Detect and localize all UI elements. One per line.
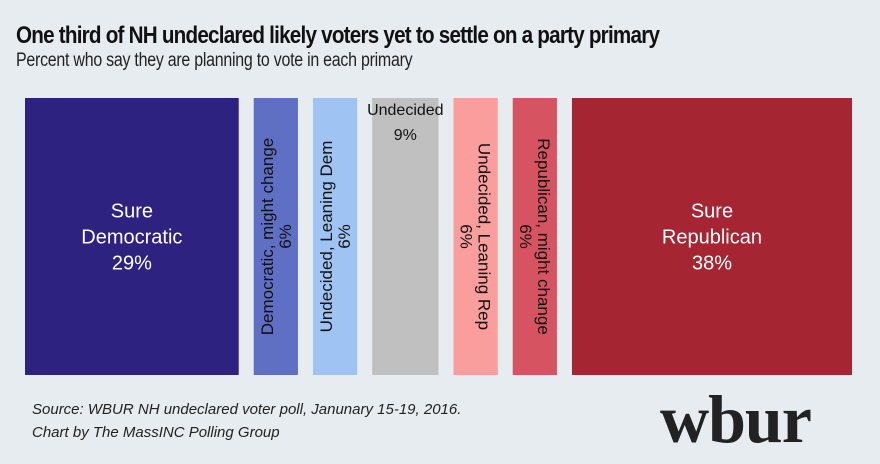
bar-value-label: 29% (112, 253, 152, 275)
bar-group-undecided: Undecided 9% (367, 98, 444, 375)
bar-undecided-leaning-rep (453, 98, 498, 375)
bar-value-label: 38% (692, 253, 732, 275)
bar-republican-might-change (512, 98, 557, 375)
bar-category-label: Democratic, might change (258, 138, 277, 335)
bar-democratic-might-change (253, 98, 298, 375)
bar-rotated-label: Democratic, might change 6% (258, 138, 295, 335)
bar-value-label: 6% (276, 224, 295, 249)
bar-group-sure-republican: Sure Republican 38% (571, 98, 852, 375)
bar-undecided-leaning-dem (312, 98, 358, 375)
wbur-logo: wbur (660, 381, 812, 457)
source-line: Source: WBUR NH undeclared voter poll, J… (32, 401, 462, 418)
bar-group-democratic-might-change: Democratic, might change 6% (253, 98, 298, 375)
bar-value-label: 6% (335, 224, 354, 249)
bar-rotated-label: Undecided, Leaning Dem 6% (317, 141, 354, 333)
bar-value-label: 9% (394, 127, 417, 144)
bar-undecided (372, 98, 439, 375)
chart-title: One third of NH undeclared likely voters… (16, 22, 660, 49)
bar-category-label: Democratic (81, 227, 182, 249)
bar-category-label: Sure (111, 201, 153, 223)
bar-category-label: Undecided (367, 102, 444, 119)
bar-sure-democratic (25, 98, 239, 375)
chart-subtitle: Percent who say they are planning to vot… (16, 50, 413, 71)
bar-group-sure-democratic: Sure Democratic 29% (25, 98, 239, 375)
credit-line: Chart by The MassINC Polling Group (32, 424, 280, 441)
bar-sure-republican (571, 98, 852, 375)
bar-value-label: 6% (516, 224, 535, 249)
bar-value-label: 6% (457, 224, 476, 249)
bar-category-label: Republican, might change (534, 138, 553, 335)
bar-category-label: Republican (662, 227, 762, 249)
bar-category-label: Undecided, Leaning Dem (317, 141, 336, 333)
source-note: Source: WBUR NH undeclared voter poll, J… (32, 398, 461, 444)
bar-category-label: Undecided, Leaning Rep (475, 143, 494, 330)
bar-category-label: Sure (691, 201, 733, 223)
bar-group-undecided-leaning-dem: Undecided, Leaning Dem 6% (312, 98, 358, 375)
